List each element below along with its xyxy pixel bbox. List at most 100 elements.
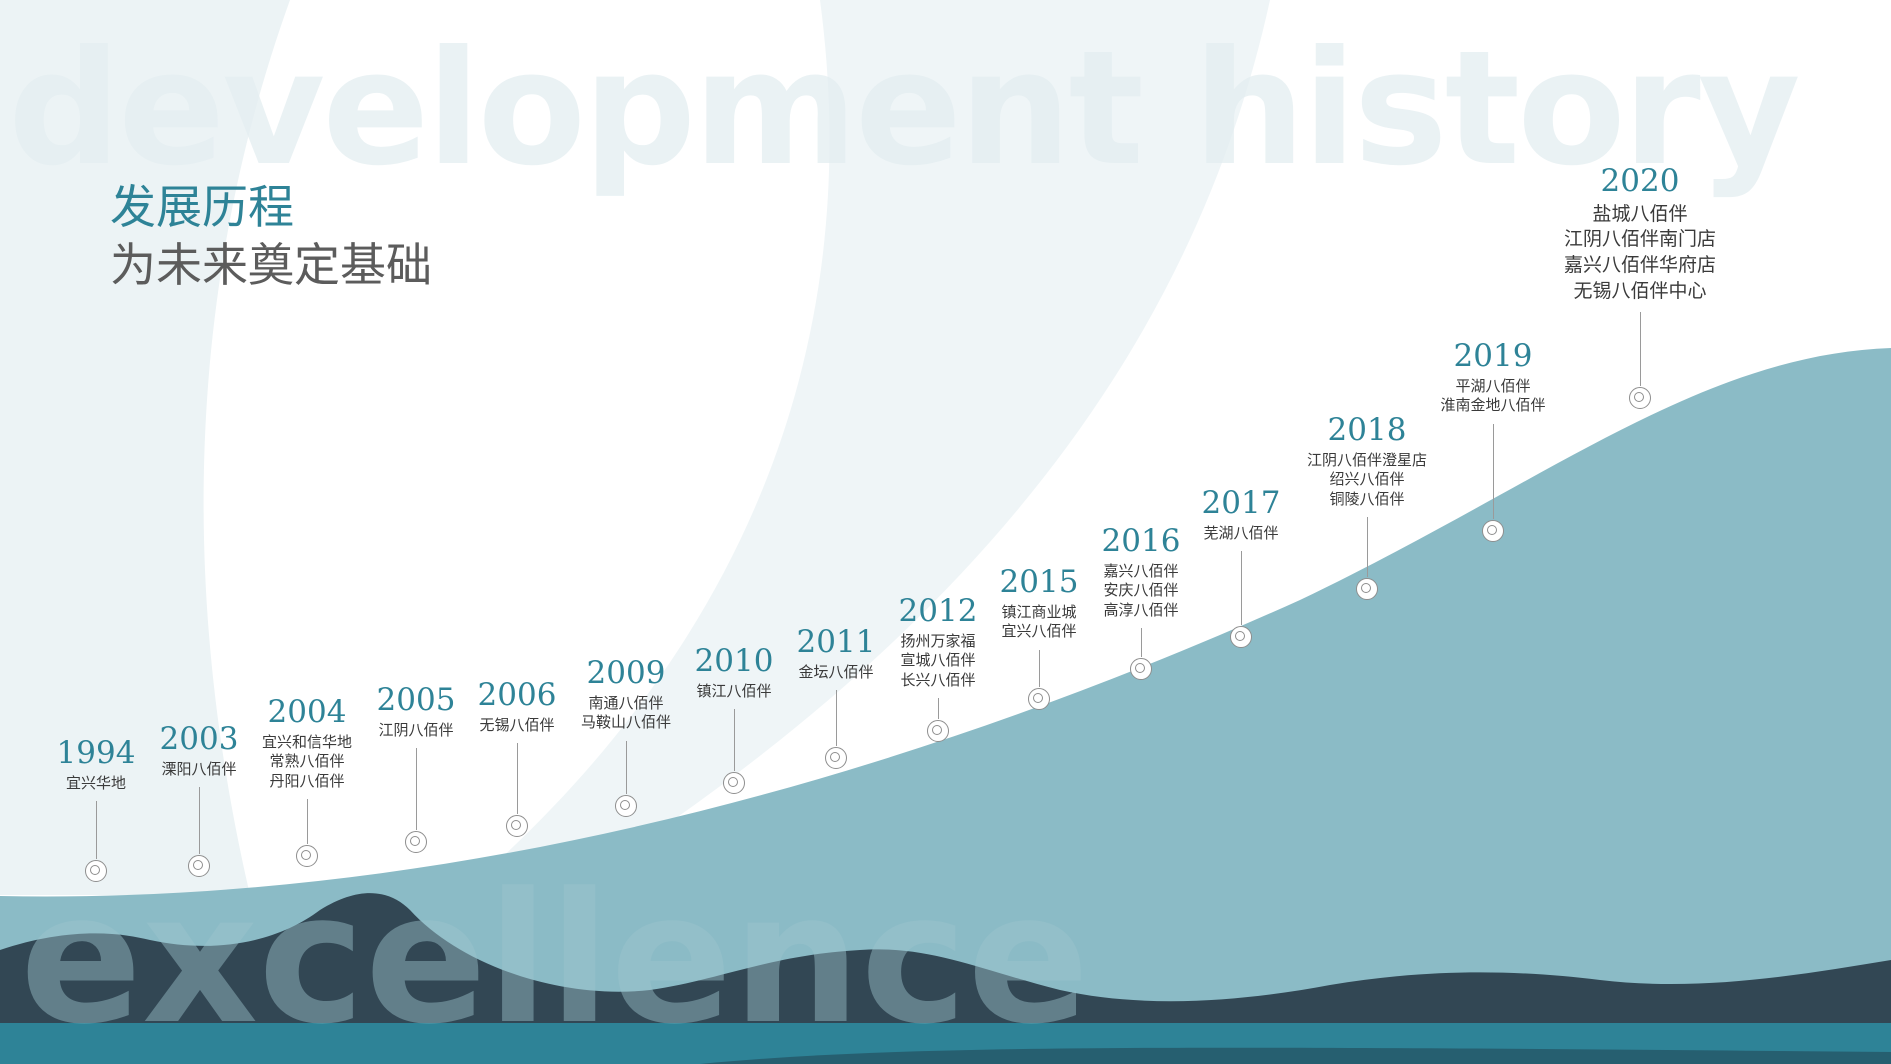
milestone-connector [938, 698, 939, 719]
milestone-2010: 2010 镇江八佰伴 [624, 643, 844, 702]
milestone-events: 金坛八佰伴 [726, 663, 946, 683]
milestone-marker-icon [1356, 578, 1378, 600]
milestone-event: 安庆八佰伴 [1103, 581, 1179, 600]
milestone-2006: 2006 无锡八佰伴 [407, 677, 627, 736]
milestone-events: 扬州万家福 宣城八佰伴 长兴八佰伴 [828, 632, 1048, 691]
milestone-event: 嘉兴八佰伴 [1103, 561, 1179, 580]
milestone-event: 扬州万家福 [900, 631, 976, 650]
milestone-year: 2018 [1327, 412, 1407, 448]
mountain-light [0, 348, 1891, 1064]
milestone-event: 铜陵八佰伴 [1329, 489, 1405, 508]
milestone-event: 丹阳八佰伴 [269, 771, 345, 790]
milestone-connector [1241, 551, 1242, 625]
water-shadow [700, 1047, 1891, 1064]
milestone-marker-icon [1629, 387, 1651, 409]
milestone-event: 江阴八佰伴南门店 [1563, 228, 1716, 251]
milestone-connector [626, 741, 627, 794]
milestone-year: 2004 [267, 694, 347, 730]
milestone-year: 2009 [586, 655, 666, 691]
milestone-event: 盐城八佰伴 [1592, 202, 1688, 225]
milestone-events: 镇江八佰伴 [624, 682, 844, 702]
milestone-marker-icon [1482, 520, 1504, 542]
milestone-2017: 2017 芜湖八佰伴 [1131, 485, 1351, 543]
milestone-2019: 2019 平湖八佰伴 淮南金地八佰伴 [1383, 338, 1603, 416]
milestone-connector [517, 743, 518, 814]
milestone-year: 2005 [376, 682, 456, 718]
milestone-year: 2017 [1201, 485, 1281, 521]
milestone-events: 南通八佰伴 马鞍山八佰伴 [516, 694, 736, 733]
milestone-connector [836, 690, 837, 746]
milestone-event: 绍兴八佰伴 [1329, 470, 1405, 489]
milestone-event: 镇江八佰伴 [696, 681, 772, 700]
milestone-year: 1994 [56, 735, 136, 771]
milestone-events: 平湖八佰伴 淮南金地八佰伴 [1383, 377, 1603, 416]
milestone-event: 宜兴华地 [65, 773, 126, 792]
milestone-marker-icon [1230, 626, 1252, 648]
milestone-event: 宣城八佰伴 [900, 651, 976, 670]
milestone-event: 镇江商业城 [1001, 602, 1077, 621]
milestone-events: 嘉兴八佰伴 安庆八佰伴 高淳八佰伴 [1031, 562, 1251, 621]
milestone-2011: 2011 金坛八佰伴 [726, 624, 946, 683]
milestone-events: 江阴八佰伴澄星店 绍兴八佰伴 铜陵八佰伴 [1257, 451, 1477, 510]
milestone-connector [1039, 650, 1040, 687]
sky-band-right [460, 0, 1270, 895]
milestone-marker-icon [506, 815, 528, 837]
milestone-event: 江阴八佰伴 [378, 720, 454, 739]
milestone-event: 高淳八佰伴 [1103, 600, 1179, 619]
milestone-2005: 2005 江阴八佰伴 [306, 682, 526, 740]
milestone-year: 2020 [1600, 163, 1680, 199]
milestone-event: 芜湖八佰伴 [1203, 523, 1279, 542]
milestone-connector [1493, 424, 1494, 519]
milestone-1994: 1994 宜兴华地 [0, 735, 206, 794]
milestone-connector [96, 801, 97, 859]
milestone-marker-icon [1130, 658, 1152, 680]
milestone-connector [416, 748, 417, 830]
milestone-2020: 2020 盐城八佰伴 江阴八佰伴南门店 嘉兴八佰伴华府店 无锡八佰伴中心 [1530, 163, 1750, 305]
milestone-connector [1141, 628, 1142, 657]
milestone-2018: 2018 江阴八佰伴澄星店 绍兴八佰伴 铜陵八佰伴 [1257, 412, 1477, 510]
milestone-event: 金坛八佰伴 [798, 662, 874, 681]
milestone-event: 平湖八佰伴 [1455, 376, 1531, 395]
milestone-2016: 2016 嘉兴八佰伴 安庆八佰伴 高淳八佰伴 [1031, 523, 1251, 621]
milestone-events: 无锡八佰伴 [407, 716, 627, 736]
milestone-event: 常熟八佰伴 [269, 752, 345, 771]
milestone-events: 镇江商业城 宜兴八佰伴 [929, 603, 1149, 642]
milestone-events: 盐城八佰伴江阴八佰伴南门店 嘉兴八佰伴华府店 无锡八佰伴中心 [1530, 202, 1750, 305]
mountain-dark [0, 893, 1891, 1064]
milestone-connector [199, 787, 200, 854]
milestone-year: 2010 [694, 643, 774, 679]
milestone-marker-icon [1028, 688, 1050, 710]
milestone-marker-icon [296, 845, 318, 867]
milestone-year: 2011 [796, 624, 876, 660]
milestone-events: 宜兴和信华地 常熟八佰伴 丹阳八佰伴 [197, 733, 417, 792]
milestone-event: 无锡八佰伴 [479, 715, 555, 734]
milestone-2012: 2012 扬州万家福 宣城八佰伴 长兴八佰伴 [828, 593, 1048, 691]
milestone-events: 溧阳八佰伴 [89, 760, 309, 780]
milestone-event: 江阴八佰伴澄星店 [1306, 450, 1427, 469]
milestone-year: 2012 [898, 593, 978, 629]
milestone-event: 嘉兴八佰伴华府店 [1563, 253, 1716, 276]
watermark-top: development history [8, 17, 1801, 201]
milestone-2015: 2015 镇江商业城 宜兴八佰伴 [929, 564, 1149, 642]
milestone-marker-icon [927, 720, 949, 742]
milestone-event: 宜兴和信华地 [261, 732, 352, 751]
milestone-connector [1640, 312, 1641, 386]
milestone-events: 宜兴华地 [0, 774, 206, 794]
milestone-2009: 2009 南通八佰伴 马鞍山八佰伴 [516, 655, 736, 733]
milestone-marker-icon [615, 795, 637, 817]
page-subtitle: 为未来奠定基础 [110, 238, 432, 292]
watermark-bottom: excellence [20, 855, 1090, 1064]
milestone-event: 马鞍山八佰伴 [580, 713, 671, 732]
milestone-marker-icon [405, 831, 427, 853]
sky-band-left [0, 0, 290, 895]
milestone-2004: 2004 宜兴和信华地 常熟八佰伴 丹阳八佰伴 [197, 694, 417, 792]
milestone-marker-icon [825, 747, 847, 769]
milestone-connector [734, 709, 735, 771]
milestone-year: 2003 [159, 721, 239, 757]
milestone-marker-icon [723, 772, 745, 794]
milestone-connector [1367, 517, 1368, 577]
milestone-event: 淮南金地八佰伴 [1440, 396, 1546, 415]
milestone-event: 无锡八佰伴中心 [1573, 279, 1707, 302]
